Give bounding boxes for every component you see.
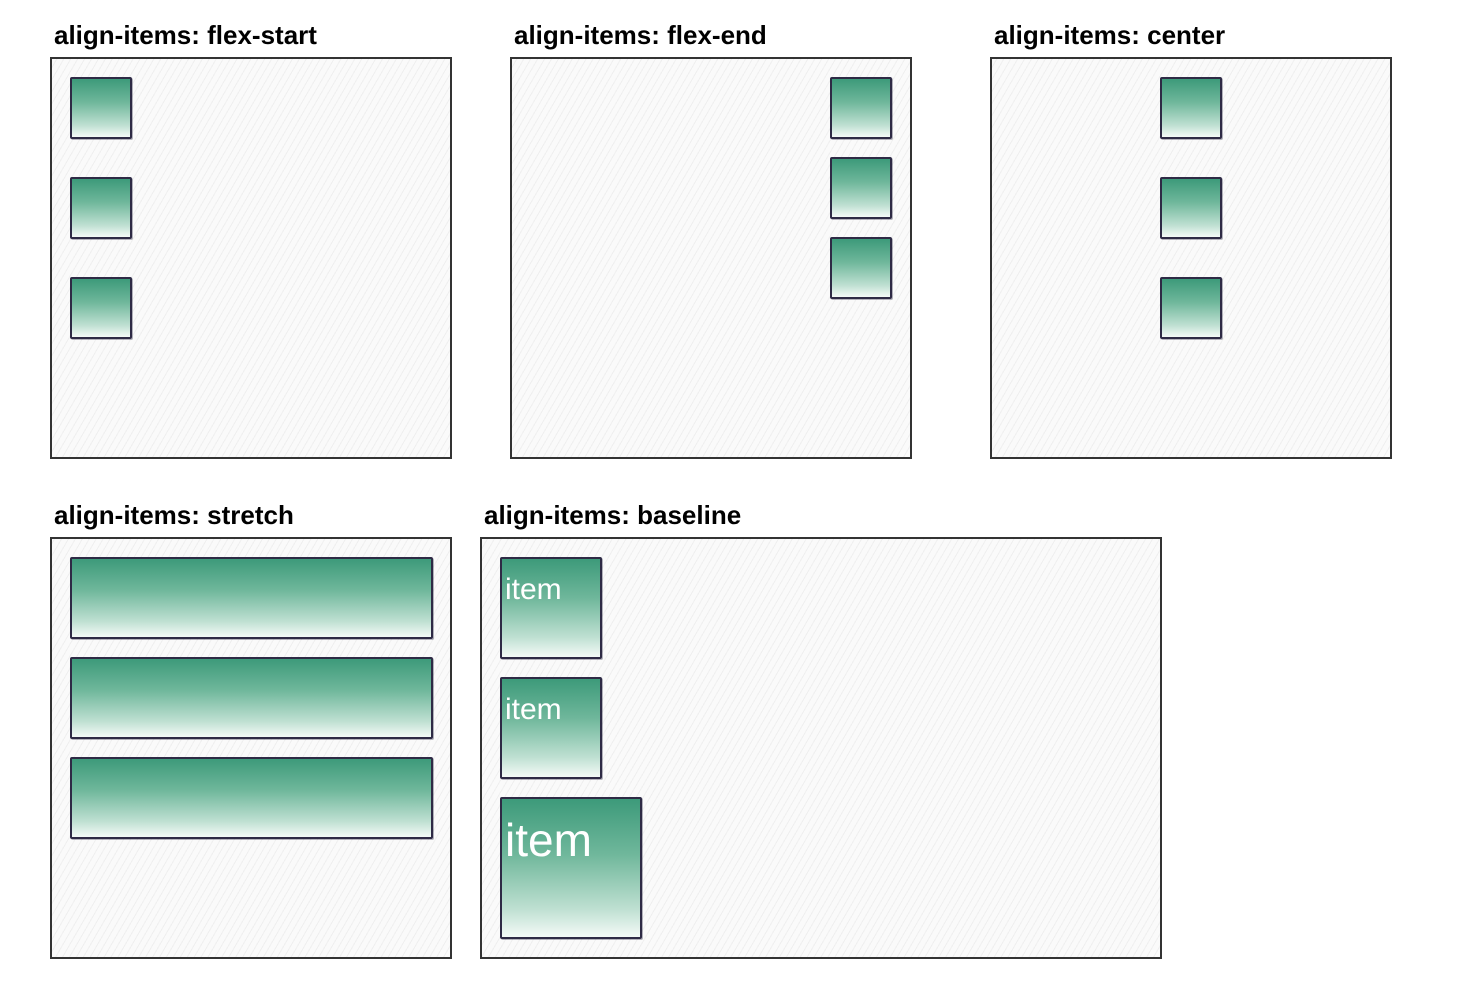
center-item [1160, 277, 1222, 339]
center-container [990, 57, 1392, 459]
stretch-item [70, 657, 433, 739]
baseline-item: item [500, 557, 602, 659]
flex-start-item [70, 177, 132, 239]
baseline-item-label: item [505, 814, 592, 866]
baseline-item-label: item [505, 693, 562, 726]
flex-start-item [70, 77, 132, 139]
baseline-title: align-items: baseline [484, 500, 742, 530]
baseline-container: item item item [480, 537, 1162, 959]
flex-end-container [510, 57, 912, 459]
center-item [1160, 77, 1222, 139]
stretch-title: align-items: stretch [54, 500, 294, 530]
flex-start-title: align-items: flex-start [54, 20, 317, 50]
baseline-item-label: item [505, 573, 562, 606]
center-item [1160, 177, 1222, 239]
center-title: align-items: center [994, 20, 1226, 50]
flex-start-item [70, 277, 132, 339]
flex-end-item [830, 237, 892, 299]
flex-start-container [50, 57, 452, 459]
baseline-item: item [500, 797, 642, 939]
flex-end-item [830, 157, 892, 219]
flex-end-item [830, 77, 892, 139]
flex-end-title: align-items: flex-end [514, 20, 767, 50]
stretch-container [50, 537, 452, 959]
baseline-item: item [500, 677, 602, 779]
stretch-item [70, 557, 433, 639]
stretch-item [70, 757, 433, 839]
